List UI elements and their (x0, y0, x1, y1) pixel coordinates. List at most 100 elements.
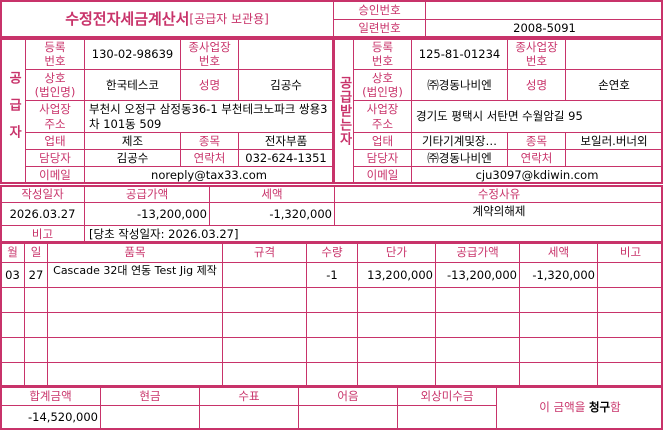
serial-number-value: 2008-5091 (425, 19, 663, 38)
supplier-phone-value: 032-624-1351 (238, 149, 334, 167)
supplier-rep-label: 성명 (180, 69, 239, 101)
item-cell (519, 362, 598, 387)
buyer-email-label: 이메일 (353, 166, 412, 184)
item-cell (597, 312, 663, 338)
tax-label: 세액 (209, 185, 335, 203)
items-header-1: 일 (24, 242, 48, 263)
supplier-item-label: 종목 (180, 132, 239, 150)
supply-amount-label: 공급가액 (84, 185, 210, 203)
note-label: 비고 (0, 225, 85, 243)
supplier-type-value: 제조 (84, 132, 181, 150)
supplier-type-label: 업태 (25, 132, 85, 150)
item-cell (47, 362, 223, 387)
totals-header-2: 수표 (199, 386, 299, 406)
buyer-addr-label: 사업장 주소 (353, 100, 412, 133)
buyer-branch-label: 종사업장 번호 (507, 38, 566, 70)
buyer-email-value: cju3097@kdiwin.com (411, 166, 663, 184)
item-cell (47, 337, 223, 363)
item-cell (519, 312, 598, 338)
date-value: 2026.03.27 (0, 202, 85, 226)
claim-prefix: 이 금액을 (539, 400, 589, 415)
item-cell (0, 362, 25, 387)
items-header-0: 월 (0, 242, 25, 263)
item-cell (597, 262, 663, 288)
item-cell (222, 262, 307, 288)
totals-header-0: 합계금액 (0, 386, 101, 406)
items-header-5: 단가 (357, 242, 436, 263)
item-cell: -1 (306, 262, 358, 288)
supplier-email-value: noreply@tax33.com (84, 166, 334, 184)
date-label: 작성일자 (0, 185, 85, 203)
item-cell: -13,200,000 (435, 262, 520, 288)
buyer-side-label: 공급받는자 (333, 38, 354, 184)
supplier-name-label: 상호 (법인명) (25, 69, 85, 101)
approval-number-value (425, 0, 663, 20)
item-cell (222, 287, 307, 313)
item-cell (0, 312, 25, 338)
item-cell (24, 337, 48, 363)
buyer-name-label: 상호 (법인명) (353, 69, 412, 101)
item-cell (222, 337, 307, 363)
buyer-contact-value: ㈜경동나비엔 (411, 149, 508, 167)
items-header-6: 공급가액 (435, 242, 520, 263)
buyer-addr-value: 경기도 평택시 서탄면 수월암길 95 (411, 100, 663, 133)
title-text: 수정전자세금계산서 (65, 9, 190, 28)
supplier-email-label: 이메일 (25, 166, 85, 184)
supplier-item-value: 전자부품 (238, 132, 334, 150)
note-value: [당초 작성일자: 2026.03.27] (84, 225, 663, 243)
item-cell (519, 337, 598, 363)
supplier-addr-value: 부천시 오정구 삼정동36-1 부천테크노파크 쌍용3차 101동 509 (84, 100, 334, 133)
reason-value: 계약의해제 (334, 202, 663, 226)
totals-value-3 (298, 405, 398, 429)
item-cell: 13,200,000 (357, 262, 436, 288)
claim-statement: 이 금액을 청구 함 (496, 386, 663, 429)
supplier-rep-value: 김공수 (238, 69, 334, 101)
buyer-name-value: ㈜경동나비엔 (411, 69, 508, 101)
supplier-addr-label: 사업장 주소 (25, 100, 85, 133)
item-cell (357, 312, 436, 338)
totals-header-4: 외상미수금 (397, 386, 497, 406)
item-cell (24, 287, 48, 313)
item-cell (47, 312, 223, 338)
buyer-phone-value (565, 149, 663, 167)
buyer-type-label: 업태 (353, 132, 412, 150)
item-cell (24, 312, 48, 338)
totals-header-1: 현금 (100, 386, 200, 406)
reason-label: 수정사유 (334, 185, 663, 203)
item-cell (222, 312, 307, 338)
supplier-branch-value (238, 38, 334, 70)
totals-value-2 (199, 405, 299, 429)
items-header-7: 세액 (519, 242, 598, 263)
buyer-reg-label: 등록 번호 (353, 38, 412, 70)
totals-value-1 (100, 405, 200, 429)
items-header-4: 수량 (306, 242, 358, 263)
item-cell: 27 (24, 262, 48, 288)
serial-number-label: 일련번호 (333, 19, 426, 38)
items-header-2: 품목 (47, 242, 223, 263)
item-cell (435, 312, 520, 338)
approval-number-label: 승인번호 (333, 0, 426, 20)
item-cell (24, 362, 48, 387)
supplier-contact-label: 담당자 (25, 149, 85, 167)
item-cell (306, 287, 358, 313)
supply-amount-value: -13,200,000 (84, 202, 210, 226)
items-header-8: 비고 (597, 242, 663, 263)
buyer-item-label: 종목 (507, 132, 566, 150)
claim-word: 청구 (588, 400, 611, 415)
buyer-phone-label: 연락처 (507, 149, 566, 167)
items-header-3: 규격 (222, 242, 307, 263)
buyer-reg-value: 125-81-01234 (411, 38, 508, 70)
item-cell: -1,320,000 (519, 262, 598, 288)
invoice-title: 수정전자세금계산서 [공급자 보관용] (0, 0, 334, 38)
item-cell: Cascade 32대 연동 Test Jig 제작 (47, 262, 223, 288)
item-cell (357, 362, 436, 387)
item-cell (222, 362, 307, 387)
supplier-reg-label: 등록 번호 (25, 38, 85, 70)
buyer-type-value: 기타기계및장… (411, 132, 508, 150)
item-cell (306, 312, 358, 338)
buyer-contact-label: 담당자 (353, 149, 412, 167)
supplier-contact-value: 김공수 (84, 149, 181, 167)
title-subtitle: [공급자 보관용] (189, 11, 269, 26)
totals-value-0: -14,520,000 (0, 405, 101, 429)
buyer-rep-value: 손연호 (565, 69, 663, 101)
